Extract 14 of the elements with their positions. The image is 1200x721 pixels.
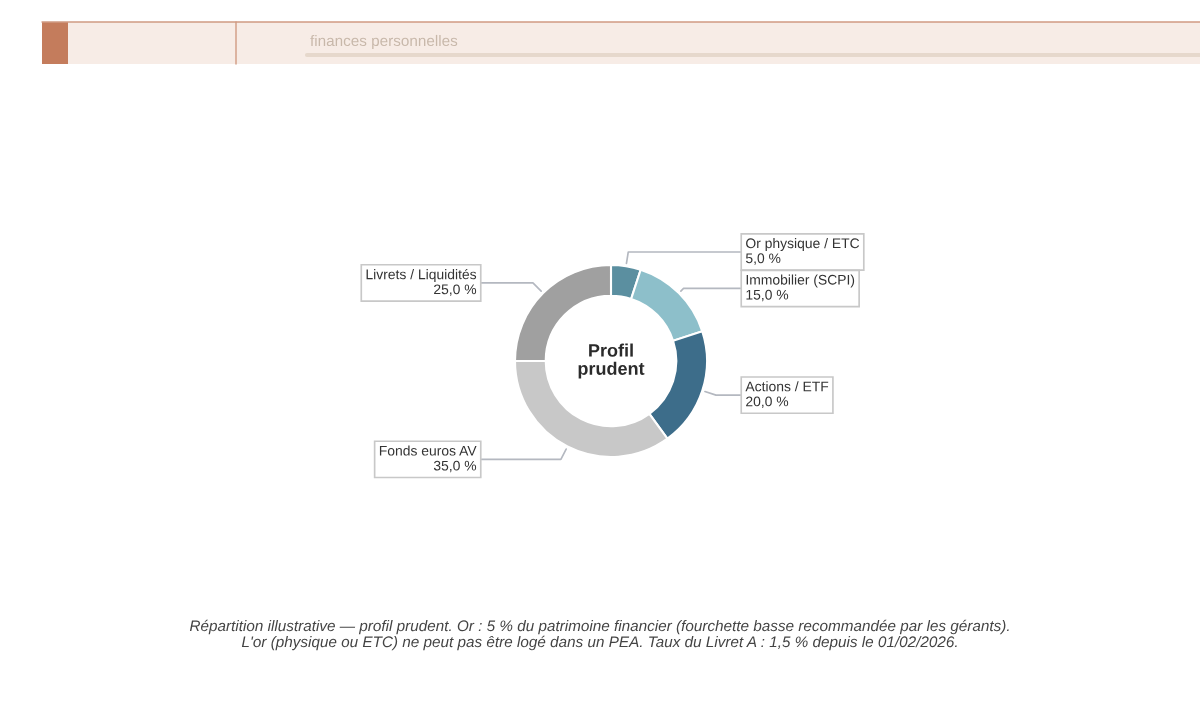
text: Profil prudent [578, 343, 645, 379]
slice-label: Or physique / ETC [746, 238, 860, 251]
slice-label: Fonds euros AV [379, 445, 477, 456]
slice-label: Immobilier (SCPI) [746, 274, 855, 288]
slice-label: Livrets / Liquidités [366, 268, 477, 283]
data-label: 15,0 % [746, 289, 789, 302]
data-label: 5,0 % [745, 253, 781, 265]
data-label: 20,0 % [746, 396, 789, 408]
text: L'or (physique ou ETC) ne peut pas être logé dans un PEA. Taux du Livret A : 1,5 % depuis le 01/02/2026. [241, 635, 957, 651]
chart-subtitle: finances personnelles [310, 34, 458, 50]
slice-label: Actions / ETF [745, 381, 829, 392]
data-label: 35,0 % [433, 460, 477, 473]
text: Répartition illustrative — profil prudent. Or : 5 % du patrimoine financier (fourchette basse recommandée par les gérants). [189, 619, 1009, 635]
data-label: 25,0 % [434, 284, 477, 296]
